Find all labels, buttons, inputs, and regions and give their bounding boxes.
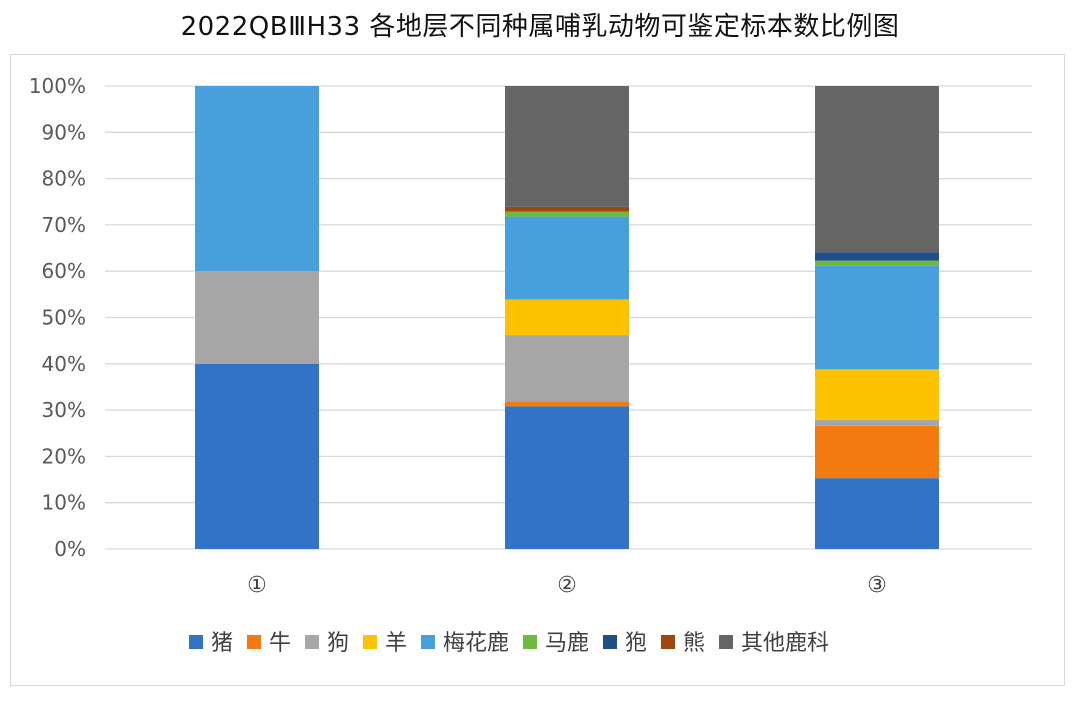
y-tick-label: 80% bbox=[42, 167, 86, 191]
legend-label: 其他鹿科 bbox=[741, 631, 829, 656]
bar-segment-猪-③ bbox=[815, 478, 939, 549]
legend-swatch bbox=[603, 635, 617, 649]
y-tick-label: 50% bbox=[42, 306, 86, 330]
y-tick-label: 40% bbox=[42, 352, 86, 376]
bar-segment-羊-③ bbox=[815, 369, 939, 420]
y-axis-tick-labels: 0% 10% 20% 30% 40% 50% 60% 70% 80% 90% 100% bbox=[29, 74, 86, 561]
bar-segment-牛-② bbox=[505, 401, 629, 407]
x-axis-category-labels: ① ② ③ bbox=[247, 573, 887, 598]
bar-segment-熊-② bbox=[505, 206, 629, 212]
legend-swatch bbox=[189, 635, 203, 649]
bar-segment-梅花鹿-① bbox=[195, 86, 319, 272]
bar-segment-狗-① bbox=[195, 271, 319, 364]
legend-swatch bbox=[661, 635, 675, 649]
legend: 猪 牛 狗 羊 梅花鹿 马鹿 狍 熊 其他鹿科 bbox=[189, 631, 829, 656]
y-tick-label: 30% bbox=[42, 398, 86, 422]
y-tick-label: 100% bbox=[29, 74, 86, 98]
bar-segment-狗-③ bbox=[815, 419, 939, 426]
bar-segment-羊-② bbox=[505, 299, 629, 336]
legend-label: 狍 bbox=[625, 631, 647, 656]
legend-swatch bbox=[421, 635, 435, 649]
legend-label: 狗 bbox=[327, 631, 349, 656]
bar-segment-梅花鹿-③ bbox=[815, 265, 939, 370]
y-tick-label: 20% bbox=[42, 444, 86, 468]
bar-segment-牛-③ bbox=[815, 425, 939, 479]
legend-label: 羊 bbox=[385, 631, 407, 656]
legend-swatch bbox=[305, 635, 319, 649]
legend-swatch bbox=[363, 635, 377, 649]
bar-segment-其他鹿科-③ bbox=[815, 86, 939, 253]
legend-label: 熊 bbox=[683, 631, 705, 656]
x-category-label: ① bbox=[247, 573, 267, 598]
legend-swatch bbox=[247, 635, 261, 649]
y-tick-label: 90% bbox=[42, 120, 86, 144]
y-tick-label: 60% bbox=[42, 259, 86, 283]
bar-segment-梅花鹿-② bbox=[505, 216, 629, 300]
legend-label: 猪 bbox=[211, 631, 233, 656]
y-tick-label: 0% bbox=[54, 537, 86, 561]
y-tick-label: 10% bbox=[42, 491, 86, 515]
legend-label: 梅花鹿 bbox=[443, 631, 509, 656]
bar-segment-狗-② bbox=[505, 335, 629, 402]
bar-segment-猪-② bbox=[505, 406, 629, 549]
legend-swatch bbox=[719, 635, 733, 649]
bars bbox=[195, 86, 939, 549]
bar-segment-猪-① bbox=[195, 363, 319, 549]
legend-swatch bbox=[523, 635, 537, 649]
chart-frame bbox=[10, 54, 1065, 686]
bar-segment-马鹿-② bbox=[505, 211, 629, 217]
bar-segment-其他鹿科-② bbox=[505, 86, 629, 207]
chart-title: 2022QBⅢH33 各地层不同种属哺乳动物可鉴定标本数比例图 bbox=[180, 12, 900, 42]
x-category-label: ③ bbox=[867, 573, 887, 598]
bar-segment-狍-③ bbox=[815, 252, 939, 261]
bar-segment-马鹿-③ bbox=[815, 260, 939, 266]
legend-label: 马鹿 bbox=[545, 631, 589, 656]
x-category-label: ② bbox=[557, 573, 577, 598]
y-tick-label: 70% bbox=[42, 213, 86, 237]
legend-label: 牛 bbox=[269, 631, 291, 656]
